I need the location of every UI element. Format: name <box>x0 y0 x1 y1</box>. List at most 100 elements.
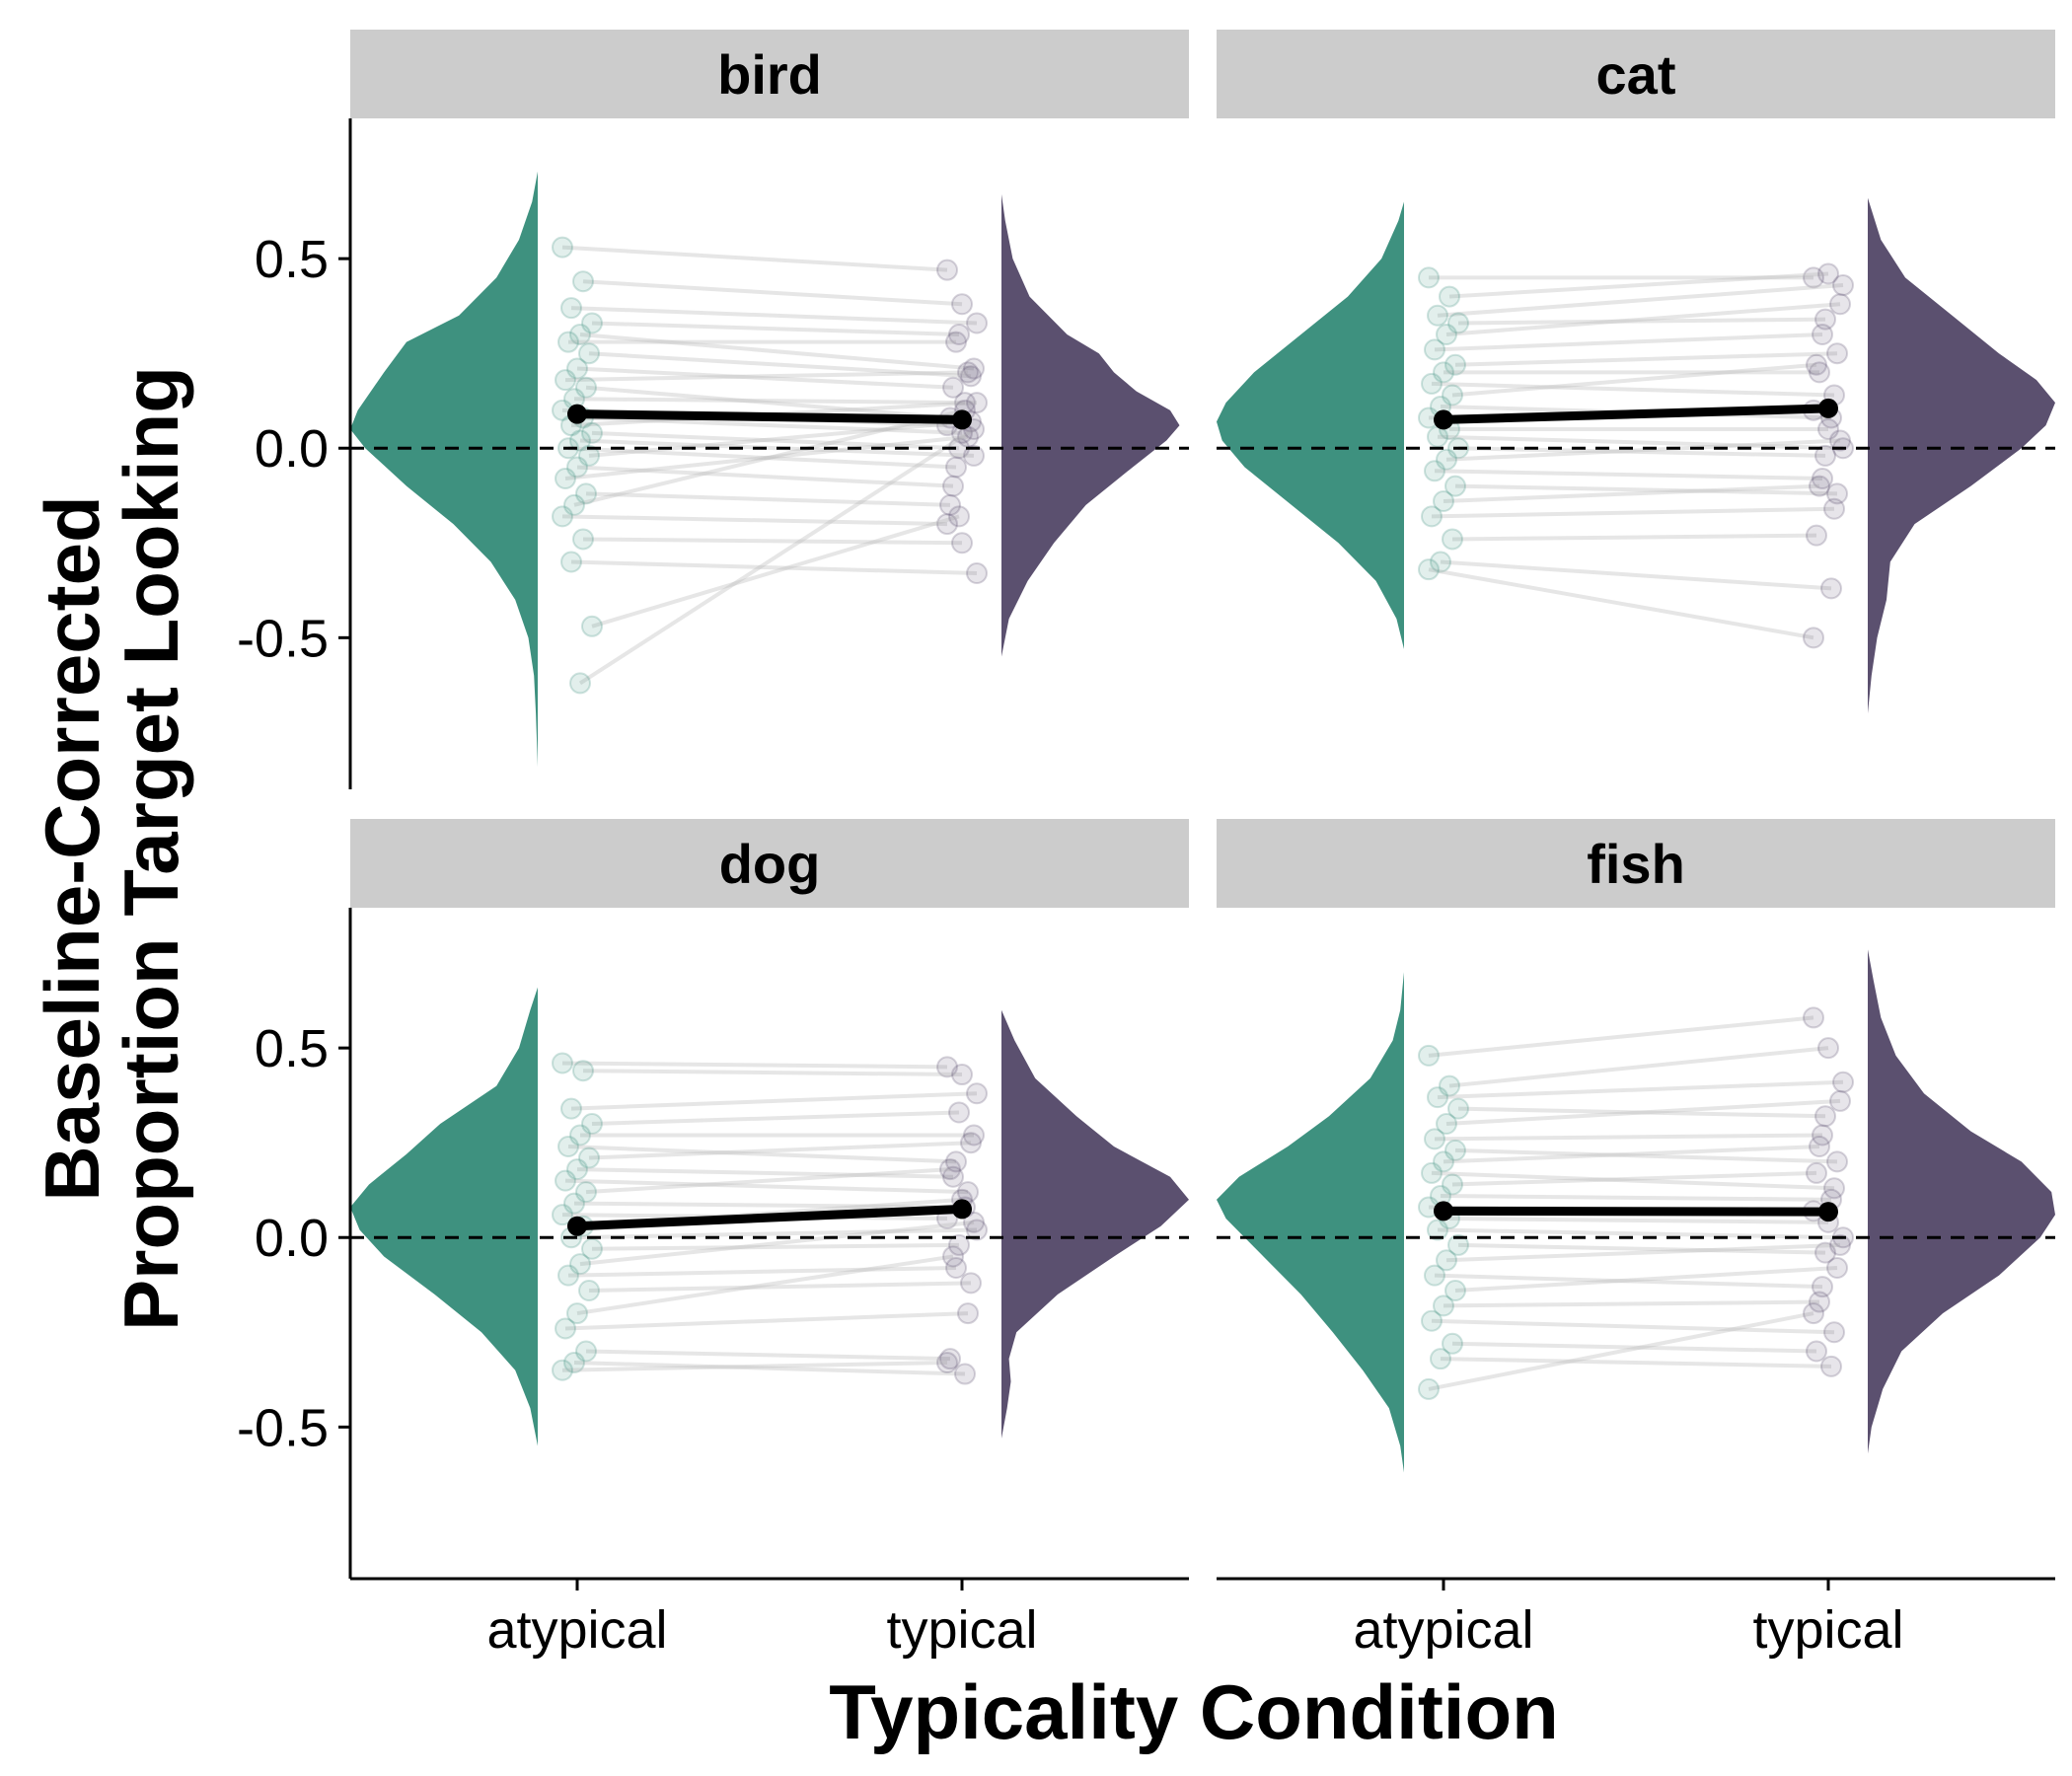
subject-line <box>1431 506 1835 519</box>
point-atypical <box>563 493 585 516</box>
x-tick-label: typical <box>886 1600 1037 1660</box>
x-tick-label: typical <box>1752 1600 1903 1660</box>
subject-line <box>1448 271 1829 299</box>
panels-layer: bird 0.5 0.0 -0.5 cat dog 0.5 0.0 -0.5 atypical ty… <box>237 30 2055 1660</box>
point-typical <box>1829 293 1851 316</box>
facet-strip <box>350 819 1189 908</box>
point-atypical <box>1421 1161 1443 1184</box>
point-typical <box>1820 577 1842 600</box>
facet-label: dog <box>719 833 821 895</box>
point-atypical <box>1424 338 1445 361</box>
mean-point-atypical <box>1434 1201 1453 1221</box>
point-atypical <box>1439 285 1460 308</box>
point-typical <box>1812 323 1833 345</box>
point-typical <box>966 562 988 585</box>
y-tick-label: -0.5 <box>237 1398 329 1457</box>
point-typical <box>1826 342 1848 365</box>
mean-line <box>576 1204 963 1231</box>
point-typical <box>945 1256 967 1279</box>
y-tick-label: -0.5 <box>237 609 329 668</box>
point-atypical <box>575 1340 597 1363</box>
point-atypical <box>578 444 600 467</box>
density-atypical <box>1217 972 1404 1473</box>
point-atypical <box>555 1169 576 1192</box>
point-typical <box>963 357 985 380</box>
subject-line <box>573 1361 966 1376</box>
point-typical <box>942 376 964 399</box>
subject-line <box>582 537 963 546</box>
point-atypical <box>566 456 588 479</box>
point-atypical <box>1436 323 1457 345</box>
point-typical <box>966 1219 988 1241</box>
subject-line <box>1434 1133 1823 1142</box>
point-atypical <box>578 1147 600 1169</box>
subject-line <box>591 430 960 451</box>
point-typical <box>960 1272 982 1295</box>
point-atypical <box>566 1158 588 1181</box>
subject-line <box>1454 351 1838 367</box>
facet-label: fish <box>1587 833 1685 895</box>
point-atypical <box>1442 528 1463 551</box>
point-atypical <box>555 369 576 392</box>
facet-label: cat <box>1596 43 1676 106</box>
subject-line <box>567 1265 957 1278</box>
subject-line <box>1428 1015 1814 1058</box>
point-typical <box>939 1158 961 1181</box>
density-typical <box>1868 949 2055 1454</box>
subject-line <box>576 1167 954 1179</box>
point-typical <box>1806 1161 1827 1184</box>
point-atypical <box>1439 1074 1460 1097</box>
density-atypical <box>350 987 538 1446</box>
point-typical <box>1826 1150 1848 1173</box>
point-typical <box>936 259 958 281</box>
subject-line <box>1440 1357 1832 1369</box>
y-tick-label: 0.5 <box>255 230 329 289</box>
subject-line <box>567 1145 957 1164</box>
point-atypical <box>1442 1173 1463 1196</box>
subject-line <box>585 385 951 420</box>
subject-line <box>588 419 972 458</box>
y-tick-label: 0.5 <box>255 1019 329 1078</box>
subject-line <box>585 1167 951 1195</box>
subject-line <box>1454 483 1838 496</box>
point-atypical <box>1424 1128 1445 1150</box>
subject-line <box>570 1091 978 1111</box>
point-typical <box>945 331 967 353</box>
subject-line <box>1431 381 1835 398</box>
point-atypical <box>569 1124 591 1147</box>
point-atypical <box>560 1097 582 1120</box>
point-typical <box>1823 1321 1845 1344</box>
y-axis-title: Baseline-Corrected Proportion Target Loo… <box>29 366 194 1331</box>
x-axis-title: Typicality Condition <box>829 1668 1559 1755</box>
point-atypical <box>1433 361 1454 384</box>
subject-line <box>1451 362 1817 398</box>
point-typical <box>1812 1124 1833 1147</box>
point-atypical <box>578 342 600 365</box>
point-typical <box>942 1165 964 1188</box>
point-atypical <box>1424 1264 1445 1287</box>
mean-line <box>576 409 963 424</box>
point-atypical <box>578 1280 600 1302</box>
point-typical <box>942 475 964 497</box>
point-typical <box>948 505 970 528</box>
subject-line <box>1445 1098 1841 1126</box>
point-atypical <box>581 421 603 444</box>
point-typical <box>1806 524 1827 547</box>
subject-line <box>1428 1311 1814 1391</box>
point-typical <box>945 456 967 479</box>
point-typical <box>936 1056 958 1078</box>
point-typical <box>951 532 973 555</box>
point-typical <box>957 1302 979 1325</box>
subject-line <box>585 491 951 507</box>
point-atypical <box>1447 1233 1469 1256</box>
point-typical <box>1809 361 1830 384</box>
point-typical <box>936 1352 958 1374</box>
point-atypical <box>552 1204 573 1226</box>
point-typical <box>1814 1241 1836 1264</box>
point-typical <box>954 1363 976 1385</box>
subject-line <box>570 559 978 576</box>
point-atypical <box>1421 372 1443 395</box>
subject-line <box>1448 1046 1829 1088</box>
point-typical <box>1814 444 1836 467</box>
mean-point-typical <box>952 1199 972 1220</box>
